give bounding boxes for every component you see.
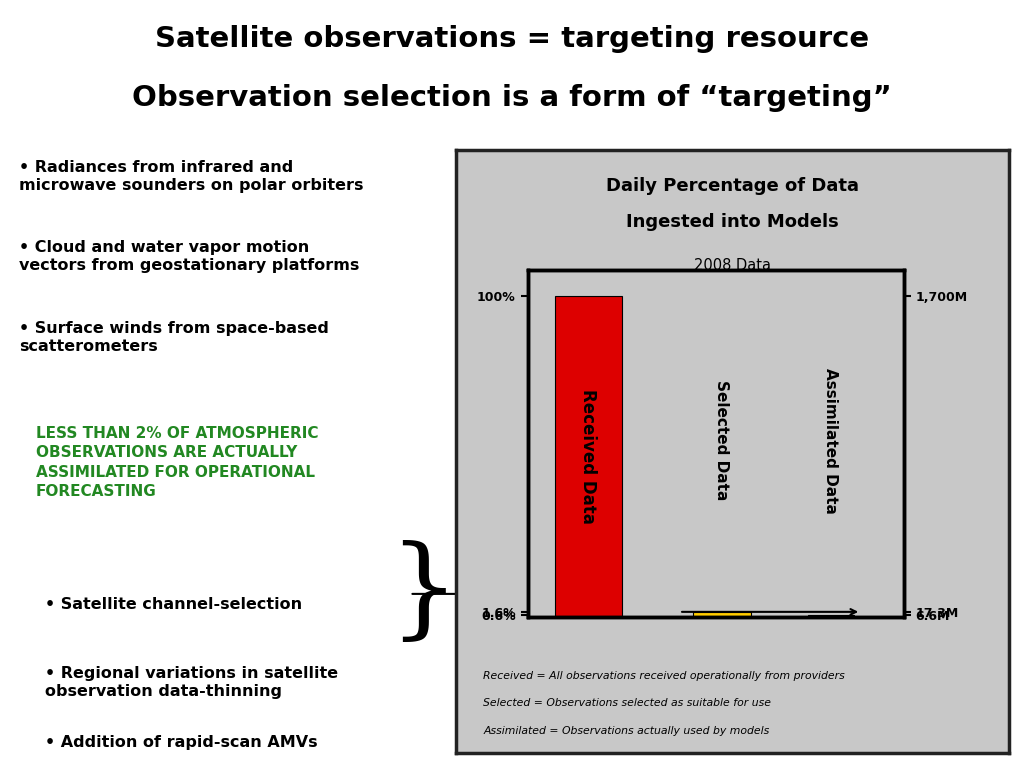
Text: Daily Percentage of Data: Daily Percentage of Data: [605, 177, 859, 195]
Text: LESS THAN 2% OF ATMOSPHERIC
OBSERVATIONS ARE ACTUALLY
ASSIMILATED FOR OPERATIONA: LESS THAN 2% OF ATMOSPHERIC OBSERVATIONS…: [36, 426, 318, 498]
Text: Satellite observations = targeting resource: Satellite observations = targeting resou…: [155, 25, 869, 53]
Text: Assimilated = Observations actually used by models: Assimilated = Observations actually used…: [483, 726, 770, 736]
Bar: [555, 296, 622, 617]
Text: • Addition of rapid-scan AMVs: • Addition of rapid-scan AMVs: [45, 735, 317, 750]
Text: Observation selection is a form of “targeting”: Observation selection is a form of “targ…: [132, 84, 892, 112]
Bar: [808, 615, 854, 617]
Bar: [692, 612, 751, 617]
Text: Selected Data: Selected Data: [714, 380, 729, 501]
Text: • Surface winds from space-based
scatterometers: • Surface winds from space-based scatter…: [18, 321, 329, 354]
Text: Received = All observations received operationally from providers: Received = All observations received ope…: [483, 671, 845, 681]
Text: • Cloud and water vapor motion
vectors from geostationary platforms: • Cloud and water vapor motion vectors f…: [18, 240, 359, 273]
Text: }: }: [388, 541, 459, 647]
Text: • Radiances from infrared and
microwave sounders on polar orbiters: • Radiances from infrared and microwave …: [18, 160, 364, 193]
Text: Received Data: Received Data: [580, 389, 597, 524]
Text: Selected = Observations selected as suitable for use: Selected = Observations selected as suit…: [483, 698, 771, 708]
Text: 2008 Data: 2008 Data: [693, 258, 771, 273]
Text: Assimilated Data: Assimilated Data: [823, 368, 839, 513]
Text: 32: 32: [982, 134, 999, 147]
Text: Ingested into Models: Ingested into Models: [626, 213, 839, 231]
Text: • Regional variations in satellite
observation data-thinning: • Regional variations in satellite obser…: [45, 666, 338, 699]
Text: • Satellite channel-selection: • Satellite channel-selection: [45, 597, 302, 612]
